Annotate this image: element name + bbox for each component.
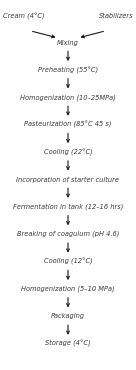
Text: Storage (4°C): Storage (4°C) [45,340,91,347]
Text: Cream (4°C): Cream (4°C) [3,13,44,20]
Text: Homogenization (5–10 MPa): Homogenization (5–10 MPa) [21,286,115,292]
Text: Breaking of coagulum (pH 4.6): Breaking of coagulum (pH 4.6) [17,231,119,238]
Text: Incorporation of starter culture: Incorporation of starter culture [16,176,120,182]
Text: Preheating (55°C): Preheating (55°C) [38,66,98,74]
Text: Stabilizers: Stabilizers [99,13,133,19]
Text: Cooling (12°C): Cooling (12°C) [44,258,92,265]
Text: Fermentation in tank (12–16 hrs): Fermentation in tank (12–16 hrs) [13,204,123,210]
Text: Pasteurization (85°C 45 s): Pasteurization (85°C 45 s) [24,121,112,128]
Text: Mixing: Mixing [57,40,79,46]
Text: Homogenization (10–25MPa): Homogenization (10–25MPa) [20,94,116,101]
Text: Cooling (22°C): Cooling (22°C) [44,148,92,156]
Text: Packaging: Packaging [51,313,85,319]
